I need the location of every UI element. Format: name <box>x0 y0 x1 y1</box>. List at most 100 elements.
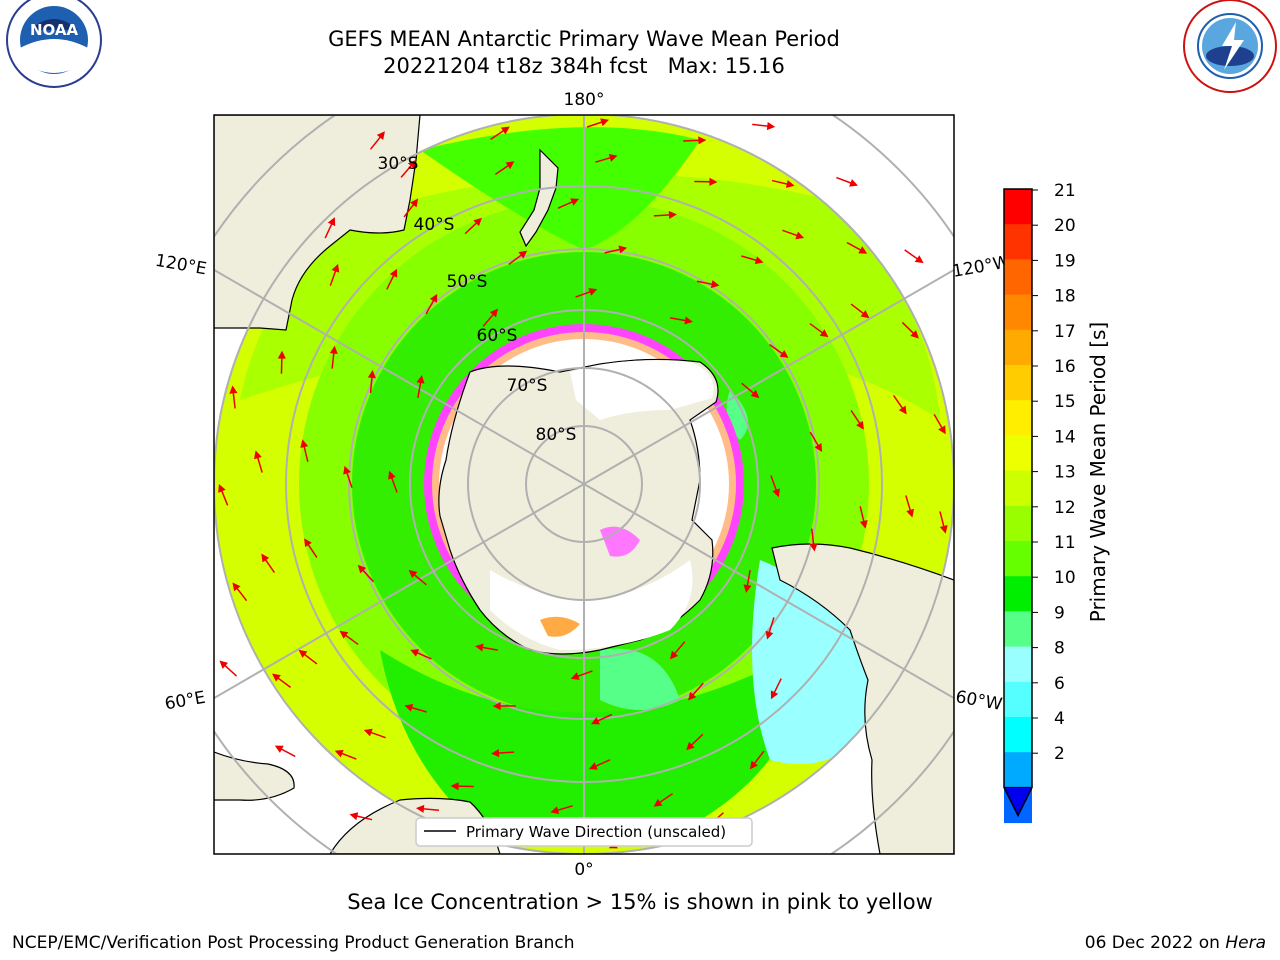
wave-arrow-head <box>570 198 580 206</box>
wave-arrow-head <box>819 329 829 338</box>
colorbar-tick-label: 8 <box>1054 639 1065 659</box>
wave-arrow-shaft <box>557 200 575 209</box>
wave-arrow-head <box>491 749 500 758</box>
wave-arrow-shaft <box>683 139 702 142</box>
lon-label-120e: 120°E <box>154 251 208 280</box>
wave-arrow-shaft <box>809 431 821 448</box>
wave-arrow-shaft <box>771 179 790 186</box>
wave-arrow-head <box>261 553 270 563</box>
wave-arrow-head <box>570 672 580 680</box>
lon-label-60w: 60°W <box>954 687 1004 715</box>
colorbar-segment <box>1004 470 1032 507</box>
wave-arrow-head <box>300 439 309 448</box>
colorbar-segment <box>1004 717 1032 753</box>
wave-arrow-head <box>331 263 340 273</box>
wave-arrow-head <box>272 673 281 682</box>
wave-arrow-head <box>749 760 758 770</box>
wave-arrow-head <box>429 293 438 303</box>
wave-arrow-shaft <box>696 280 715 286</box>
colorbar-segment <box>1004 576 1032 612</box>
wave-arrow-head <box>809 543 818 552</box>
wave-arrow-shaft <box>256 455 263 473</box>
wave-arrow-shaft <box>741 382 756 396</box>
wave-arrow-head <box>795 231 805 240</box>
wave-arrow-shaft <box>403 202 416 218</box>
wave-arrow-head <box>274 745 284 753</box>
wave-arrow-head <box>219 660 229 669</box>
wave-arrow-head <box>750 389 760 399</box>
wave-arrow-shaft <box>339 751 357 760</box>
wave-arrow-shaft <box>892 394 905 411</box>
wave-arrow-head <box>709 177 718 186</box>
wave-arrow-head <box>686 741 695 751</box>
wave-arrow-head <box>766 122 776 131</box>
wave-arrow-head <box>304 538 312 548</box>
wave-arrow-head <box>914 255 924 264</box>
wave-arrow-shaft <box>324 221 334 239</box>
wave-arrow-shaft <box>464 220 479 235</box>
wave-arrow-head <box>500 126 510 135</box>
colorbar-segment <box>1004 541 1032 577</box>
wave-arrow-shaft <box>555 805 573 812</box>
wave-arrow-head <box>590 717 600 725</box>
wave-arrow-shaft <box>421 807 440 811</box>
wave-arrow-head <box>277 350 286 359</box>
wave-arrow-head <box>232 582 241 592</box>
map-legend: Primary Wave Direction (unscaled) <box>415 817 753 847</box>
wave-arrow-shaft <box>782 229 800 238</box>
colorbar-tick-label: 14 <box>1054 427 1076 447</box>
colorbar-tick-label: 13 <box>1054 463 1076 483</box>
wave-arrow-shaft <box>329 268 338 286</box>
wave-arrow-shaft <box>575 670 593 678</box>
wave-arrow-shaft <box>859 506 866 524</box>
wave-arrow-shaft <box>409 706 427 713</box>
wave-arrow-shaft <box>390 475 398 493</box>
wave-arrow-head <box>910 330 919 339</box>
wave-arrow-head <box>785 180 795 188</box>
wave-arrow-shaft <box>905 495 912 513</box>
wave-arrow-head <box>898 405 907 415</box>
wave-arrow-head <box>710 280 720 289</box>
noaa-logo-text: NOAA <box>30 21 79 39</box>
wave-arrow-head <box>416 375 425 384</box>
lat-label-50s: 50°S <box>447 272 488 292</box>
wave-arrow-shaft <box>417 380 422 398</box>
chart-title: GEFS MEAN Antarctic Primary Wave Mean Pe… <box>328 27 840 51</box>
wave-arrow-head <box>765 630 774 640</box>
wave-arrow-head <box>653 798 663 807</box>
wave-arrow-head <box>410 198 419 208</box>
wave-arrow-shaft <box>741 255 759 262</box>
noaa-logo: NOAA <box>6 0 102 88</box>
wave-arrow-head <box>518 250 528 259</box>
lat-label-30s: 30°S <box>378 154 419 174</box>
wave-arrow-shaft <box>904 249 920 261</box>
wave-arrow-shaft <box>593 759 611 768</box>
wave-arrow-head <box>906 508 915 518</box>
wave-arrow-shaft <box>386 272 396 290</box>
colorbar-segment <box>1004 505 1032 542</box>
colorbar-segment <box>1004 224 1032 260</box>
wave-arrow-head <box>772 488 780 498</box>
wave-arrow-head <box>329 345 338 355</box>
lat-label-80s: 80°S <box>536 425 577 445</box>
graticule <box>214 115 954 854</box>
wave-arrow-shaft <box>369 134 383 150</box>
wave-arrow-shaft <box>494 163 511 176</box>
wave-arrow-shaft <box>302 444 309 462</box>
map-border <box>213 114 955 855</box>
wave-arrow-shaft <box>809 322 825 335</box>
wave-arrow-head <box>327 217 336 227</box>
colorbar-frame <box>1003 188 1033 818</box>
colorbar-tick-label: 11 <box>1054 533 1076 553</box>
legend-label: Primary Wave Direction (unscaled) <box>466 823 726 841</box>
wave-arrow-shaft <box>769 344 785 356</box>
wave-arrow-shaft <box>939 511 946 530</box>
wave-arrow-head <box>684 316 693 325</box>
colorbar-segment <box>1004 294 1032 331</box>
colorbar-tick-label: 2 <box>1054 744 1065 764</box>
wave-arrow-shaft <box>425 297 436 315</box>
colorbar-tick-label: 16 <box>1054 357 1076 377</box>
wave-arrow-shaft <box>604 248 623 254</box>
wave-arrow-shaft <box>672 641 686 656</box>
wave-arrow-head <box>415 804 425 813</box>
